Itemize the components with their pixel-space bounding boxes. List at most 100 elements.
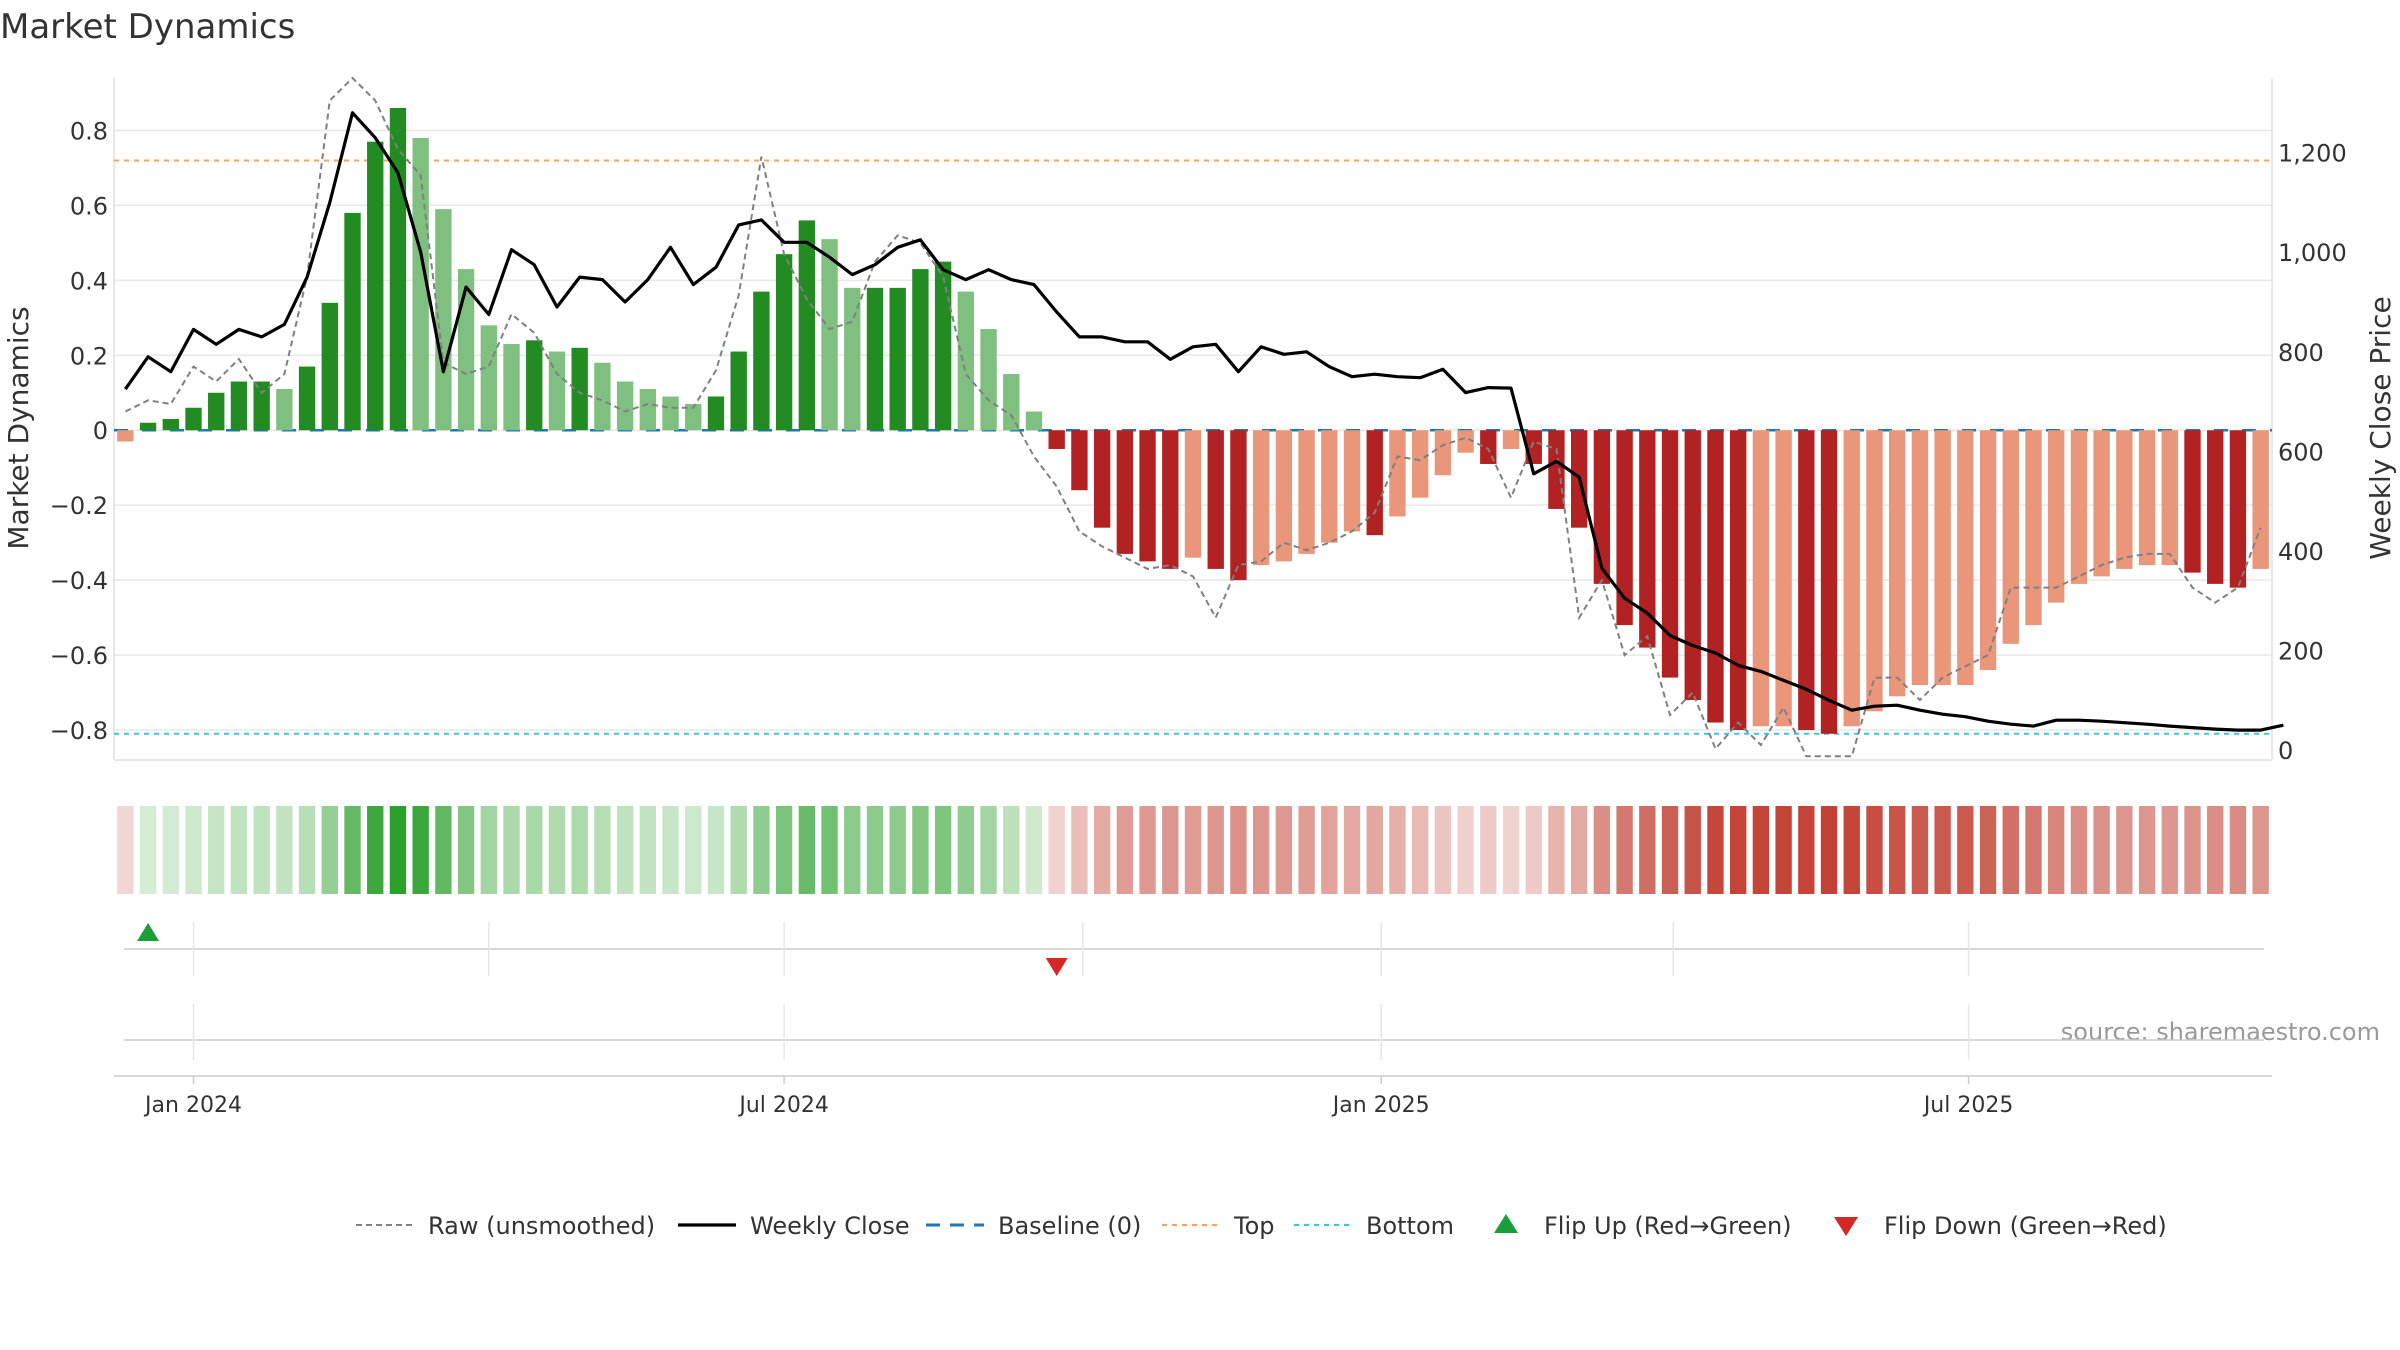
y-right-tick-label: 600: [2278, 438, 2324, 466]
heat-cell: [435, 806, 452, 894]
y-left-tick-label: −0.2: [50, 492, 108, 520]
momentum-bar: [117, 430, 134, 442]
momentum-bar: [1093, 430, 1111, 528]
momentum-bar: [2025, 430, 2042, 626]
y-left-tick-label: −0.6: [50, 642, 108, 670]
momentum-bar: [2184, 430, 2201, 573]
x-tick-label: Jul 2025: [1922, 1093, 2014, 1118]
heat-cell: [1025, 806, 1043, 894]
y-left-tick-label: 0.2: [70, 342, 108, 370]
heat-cell: [753, 806, 770, 894]
heat-cell: [1434, 806, 1452, 894]
momentum-bar: [1889, 430, 1906, 697]
heat-cell: [480, 806, 497, 894]
momentum-bar: [1230, 430, 1247, 581]
momentum-bar: [775, 254, 793, 431]
heat-cell: [1707, 806, 1724, 894]
heat-cell: [798, 806, 816, 894]
y-right-tick-label: 400: [2278, 538, 2324, 566]
heat-cell: [2138, 806, 2156, 894]
momentum-bar: [707, 396, 725, 431]
x-tick-label: Jul 2024: [737, 1093, 829, 1118]
heat-cell: [1003, 806, 1020, 894]
heat-cell: [821, 806, 838, 894]
heat-cell: [2184, 806, 2201, 894]
momentum-bar: [2070, 430, 2088, 584]
momentum-bar: [2229, 430, 2247, 588]
heat-cell: [1798, 806, 1815, 894]
heat-cell: [1661, 806, 1679, 894]
momentum-bar: [2116, 430, 2133, 569]
momentum-bar: [1480, 430, 1497, 464]
heat-cell: [2207, 806, 2224, 894]
heat-cell: [457, 806, 475, 894]
y-right-ticks: 0 200 400 600 800 1,000 1,200: [2278, 140, 2347, 765]
momentum-bar: [480, 325, 497, 431]
heat-cell: [185, 806, 202, 894]
close-line: [124, 111, 2284, 732]
heat-cell: [1116, 806, 1134, 894]
heat-cell: [1457, 806, 1474, 894]
momentum-bar: [1752, 430, 1770, 727]
heat-cell: [730, 806, 747, 894]
x-tick-label: Jan 2025: [1331, 1093, 1430, 1118]
momentum-bar: [526, 340, 543, 431]
momentum-bar: [1411, 430, 1429, 498]
y-right-tick-label: 0: [2278, 737, 2293, 765]
heat-cell: [707, 806, 725, 894]
heat-cell: [1071, 806, 1088, 894]
momentum-bar: [2048, 430, 2065, 603]
momentum-bar: [821, 239, 838, 431]
momentum-bar: [639, 389, 656, 431]
momentum-bar: [548, 351, 566, 431]
heat-cell: [412, 806, 429, 894]
momentum-bar: [753, 291, 770, 431]
momentum-bar: [1252, 430, 1270, 566]
legend-flip-down-icon: [1834, 1217, 1858, 1236]
y-right-axis-label: Weekly Close Price: [2364, 296, 2397, 559]
raw-series: [124, 76, 2262, 758]
momentum-bar: [1434, 430, 1452, 476]
heat-cell: [934, 806, 952, 894]
weekly-close-series: [124, 111, 2284, 732]
heat-cell: [1889, 806, 1906, 894]
momentum-bar: [1934, 430, 1951, 686]
heat-cell: [1957, 806, 1974, 894]
momentum-bar: [1866, 430, 1883, 712]
heat-cell: [1684, 806, 1701, 894]
momentum-bar: [457, 269, 475, 431]
heat-cell: [1162, 806, 1179, 894]
heat-cell: [1639, 806, 1656, 894]
momentum-bar: [1707, 430, 1724, 723]
y-left-tick-label: 0.6: [70, 192, 108, 220]
heat-cell: [2252, 806, 2269, 894]
heat-cell: [1775, 806, 1792, 894]
flip-up-marker: [137, 923, 160, 941]
momentum-bar: [1502, 430, 1520, 449]
legend-label: Top: [1233, 1212, 1275, 1240]
heat-cell: [594, 806, 611, 894]
heat-cell: [1252, 806, 1270, 894]
heat-cell: [1911, 806, 1929, 894]
heat-cell: [1366, 806, 1383, 894]
heat-cell: [2116, 806, 2133, 894]
momentum-bar: [1661, 430, 1679, 678]
heat-cell: [1480, 806, 1497, 894]
heat-cell: [208, 806, 225, 894]
heat-cell: [1752, 806, 1770, 894]
heat-cell: [844, 806, 861, 894]
heat-cell: [1389, 806, 1406, 894]
heat-cell: [957, 806, 975, 894]
heat-cell: [503, 806, 520, 894]
momentum-bar: [1548, 430, 1565, 509]
momentum-bar: [162, 419, 179, 431]
heat-cell: [662, 806, 679, 894]
legend-label: Raw (unsmoothed): [428, 1212, 655, 1240]
momentum-bar: [1184, 430, 1202, 558]
momentum-bar: [1730, 430, 1747, 731]
heat-cell: [775, 806, 793, 894]
legend-label: Bottom: [1366, 1212, 1454, 1240]
momentum-bar: [685, 404, 702, 431]
momentum-bar: [139, 422, 157, 431]
y-left-tick-label: 0: [93, 417, 108, 445]
